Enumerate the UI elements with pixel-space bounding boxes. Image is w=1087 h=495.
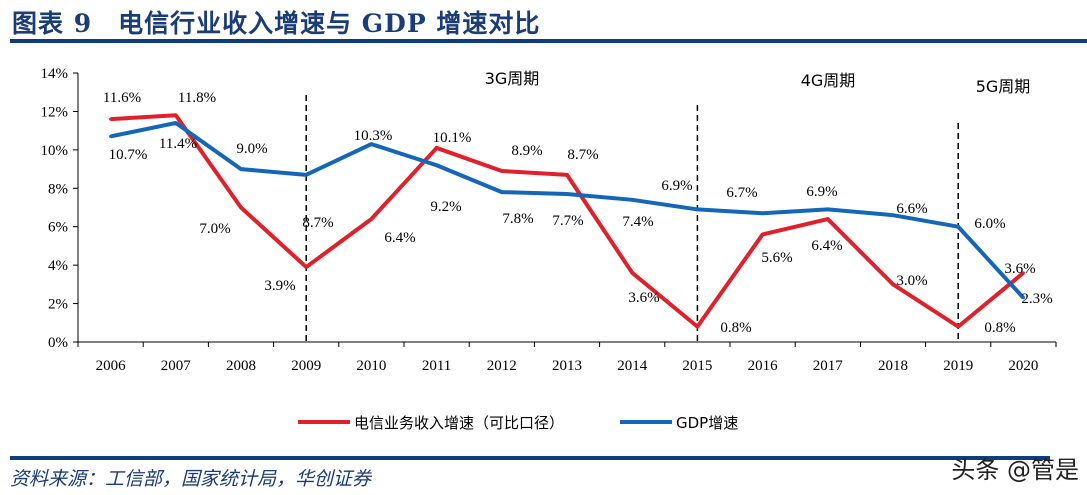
chart-title: 图表 9 电信行业收入增速与 GDP 增速对比 [12, 9, 541, 38]
x-tick-label: 2008 [226, 358, 256, 374]
data-point [304, 265, 308, 269]
x-tick-label: 2020 [1008, 358, 1038, 374]
phase-label: 5G周期 [976, 77, 1031, 96]
data-label: 3.6% [1004, 261, 1035, 277]
data-point [304, 173, 308, 177]
data-point [761, 232, 765, 236]
y-tick-label: 0% [48, 335, 68, 351]
data-label: 9.2% [430, 199, 461, 215]
data-label: 10.1% [433, 130, 472, 146]
x-tick-label: 2009 [291, 358, 321, 374]
data-label: 11.6% [103, 90, 141, 106]
data-point [239, 206, 243, 209]
y-tick-label: 8% [48, 181, 68, 197]
data-label: 7.8% [502, 211, 533, 227]
data-label: 8.7% [567, 147, 598, 163]
data-point [174, 121, 178, 125]
x-tick-label: 2007 [161, 358, 192, 374]
data-label: 9.0% [236, 141, 267, 157]
data-label: 7.4% [622, 214, 653, 230]
data-point [369, 142, 373, 146]
data-label: 0.8% [720, 320, 751, 336]
x-tick-label: 2012 [487, 358, 517, 374]
data-point [956, 225, 960, 229]
data-point [630, 198, 634, 202]
data-point [891, 282, 895, 286]
y-tick-label: 2% [48, 297, 68, 313]
legend-label: GDP增速 [676, 414, 738, 432]
x-tick-label: 2019 [943, 358, 973, 374]
data-label: 0.8% [984, 320, 1015, 336]
x-tick-label: 2006 [96, 358, 127, 374]
data-point [174, 113, 178, 117]
y-tick-label: 4% [48, 258, 68, 274]
data-label: 6.9% [806, 184, 837, 200]
data-point [565, 173, 569, 177]
x-tick-label: 2014 [617, 358, 648, 374]
data-label: 10.7% [109, 147, 148, 163]
data-point [695, 325, 699, 329]
data-label: 3.9% [264, 278, 295, 294]
data-label: 3.6% [628, 290, 659, 306]
data-point [761, 211, 765, 215]
data-label: 3.0% [896, 273, 927, 289]
x-tick-label: 2015 [682, 358, 712, 374]
phase-label: 3G周期 [485, 69, 540, 88]
data-point [891, 213, 895, 217]
y-tick-label: 6% [48, 220, 68, 236]
y-tick-label: 10% [41, 143, 69, 159]
legend-label: 电信业务收入增速（可比口径） [354, 414, 564, 432]
data-label: 7.7% [552, 213, 583, 229]
data-label: 8.7% [302, 215, 333, 231]
x-tick-label: 2011 [422, 358, 451, 374]
data-label: 6.4% [811, 238, 842, 254]
y-tick-label: 12% [41, 104, 69, 120]
data-label: 6.7% [726, 185, 757, 201]
data-label: 2.3% [1021, 291, 1052, 307]
data-label: 11.4% [159, 136, 197, 152]
footer-rule [10, 456, 1050, 460]
data-point [500, 169, 504, 173]
y-tick-label: 14% [41, 66, 69, 82]
data-point [109, 134, 113, 138]
data-point [630, 271, 634, 275]
data-point [239, 167, 243, 171]
data-label: 6.4% [384, 230, 415, 246]
header-rule [10, 39, 1087, 43]
data-point [695, 207, 699, 211]
watermark: 头条 @管是 [951, 456, 1079, 484]
x-tick-label: 2010 [356, 358, 386, 374]
phase-label: 4G周期 [801, 71, 856, 90]
data-point [500, 190, 504, 194]
data-label: 7.0% [199, 221, 230, 237]
data-label: 8.9% [511, 143, 542, 159]
data-label: 5.6% [761, 250, 792, 266]
data-point [956, 325, 960, 329]
data-point [435, 163, 439, 167]
data-label: 6.9% [661, 178, 692, 194]
data-point [109, 117, 113, 121]
data-point [565, 192, 569, 196]
data-point [369, 217, 373, 221]
line-chart: 0% 2% 4% 6% 8% 10% 12% 14% 2006 2007 2008 2009 2010 2… [41, 66, 1057, 432]
x-tick-label: 2013 [552, 358, 582, 374]
data-point [826, 217, 830, 221]
data-point [1021, 296, 1025, 300]
data-label: 6.6% [896, 201, 927, 217]
data-label: 10.3% [354, 128, 393, 144]
data-point [826, 207, 830, 211]
data-label: 6.0% [974, 216, 1005, 232]
data-point [1021, 271, 1025, 275]
source-note: 资料来源：工信部，国家统计局，华创证券 [10, 468, 372, 490]
data-point [435, 146, 439, 150]
x-tick-label: 2016 [748, 358, 779, 374]
x-tick-label: 2018 [878, 358, 908, 374]
x-tick-label: 2017 [813, 358, 844, 374]
data-label: 11.8% [178, 90, 216, 106]
